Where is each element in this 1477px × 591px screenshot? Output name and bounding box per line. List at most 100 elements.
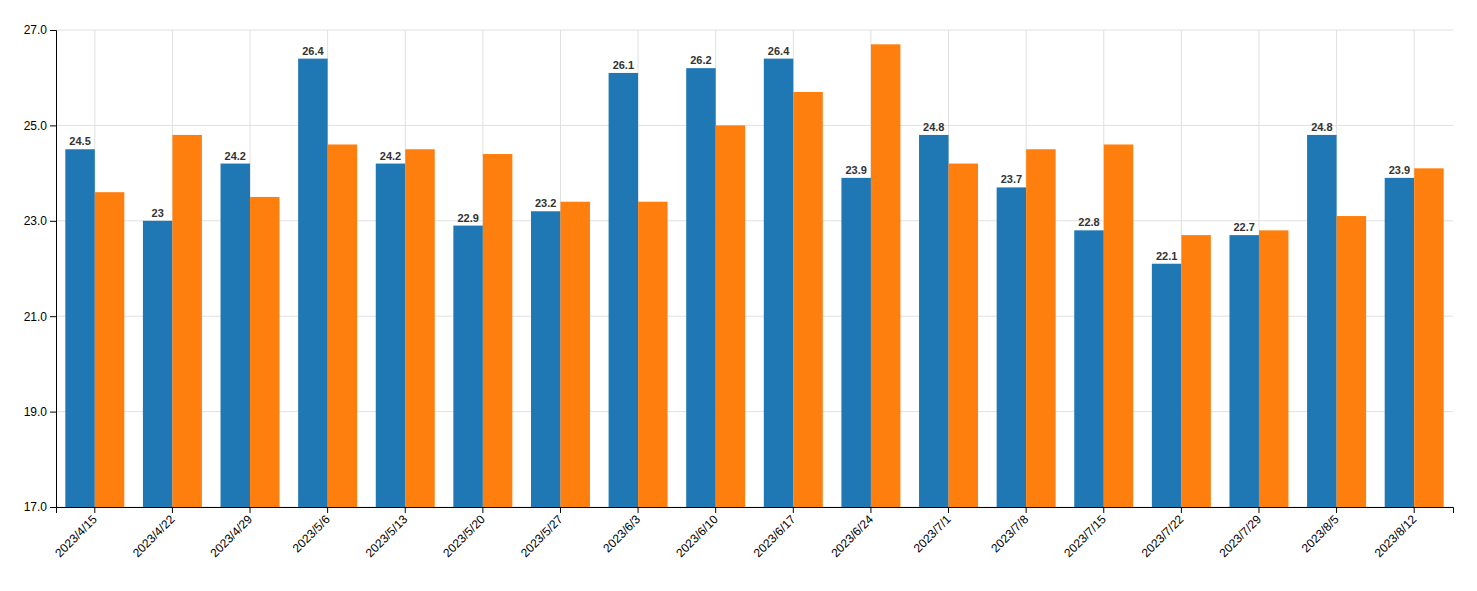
x-tick-label: 2023/6/24	[828, 512, 876, 560]
bar	[172, 135, 201, 507]
x-tick-label: 2023/4/29	[207, 512, 255, 560]
data-label: 24.8	[923, 121, 944, 133]
y-tick-label: 17.0	[24, 500, 48, 514]
y-tick-mark	[50, 30, 56, 31]
x-tick: 2023/4/15	[52, 507, 100, 560]
y-tick-label: 19.0	[24, 405, 48, 419]
data-label: 23	[152, 207, 164, 219]
x-tick-mark	[482, 507, 483, 513]
x-tick-mark	[715, 507, 716, 513]
bar	[483, 154, 512, 507]
y-grid-line	[56, 125, 1453, 126]
data-labels: 24.52324.226.424.222.923.226.126.226.423…	[69, 45, 1410, 262]
bar	[1074, 230, 1103, 507]
x-tick-mark	[948, 507, 949, 513]
bars	[65, 44, 1443, 507]
bar	[143, 221, 172, 507]
chart-container: 17.0 19.0 21.0 23.0 25.0 27.0 2023/4/15 2023/4/…	[0, 0, 1477, 591]
data-label: 24.5	[69, 135, 90, 147]
bar	[1414, 168, 1443, 507]
x-tick: 2023/7/29	[1216, 507, 1264, 560]
x-tick-label: 2023/4/22	[130, 512, 178, 560]
x-tick: 2023/4/22	[130, 507, 178, 560]
series-bars	[95, 44, 1444, 507]
data-label: 24.8	[1311, 121, 1332, 133]
chart-svg: 17.0 19.0 21.0 23.0 25.0 27.0 2023/4/15 2023/4/…	[0, 0, 1477, 591]
x-tick-mark	[250, 507, 251, 513]
series-bars	[65, 59, 1414, 507]
x-tick-label: 2023/7/22	[1139, 512, 1187, 560]
y-tick-label: 27.0	[24, 23, 48, 37]
bar	[221, 164, 250, 507]
x-tick-label: 2023/5/20	[440, 512, 488, 560]
x-tick: 2023/8/5	[1299, 507, 1342, 555]
bar	[560, 202, 589, 507]
x-tick: 2023/7/1	[911, 507, 954, 555]
bar	[1229, 235, 1258, 507]
x-tick: 2023/6/3	[600, 507, 643, 555]
y-tick-label: 25.0	[24, 119, 48, 133]
y-tick: 17.0	[24, 500, 56, 514]
y-tick: 25.0	[24, 119, 56, 133]
y-tick-mark	[50, 221, 56, 222]
x-tick-label: 2023/6/10	[673, 512, 721, 560]
x-tick-mark	[172, 507, 173, 513]
bar	[1152, 264, 1181, 507]
x-tick: 2023/7/22	[1139, 507, 1187, 560]
x-tick-mark	[1414, 507, 1415, 513]
x-tick: 2023/5/27	[518, 507, 566, 560]
x-tick-mark	[1026, 507, 1027, 513]
bar	[328, 144, 357, 507]
bar	[871, 44, 900, 507]
data-label: 26.1	[613, 59, 634, 71]
data-label: 26.4	[768, 45, 790, 57]
x-tick-label: 2023/6/17	[751, 512, 799, 560]
data-label: 22.9	[457, 212, 478, 224]
x-tick: 2023/5/6	[290, 507, 333, 555]
x-tick-mark	[1103, 507, 1104, 513]
x-tick: 2023/8/12	[1372, 507, 1420, 560]
bar	[250, 197, 279, 507]
x-tick-label: 2023/7/15	[1061, 512, 1109, 560]
x-tick-label: 2023/4/15	[52, 512, 100, 560]
x-tick-mark	[1181, 507, 1182, 513]
data-label: 22.7	[1234, 221, 1255, 233]
y-grid-line	[56, 30, 1453, 31]
bar	[95, 192, 124, 507]
data-label: 23.9	[845, 164, 866, 176]
y-tick: 23.0	[24, 214, 56, 228]
x-tick-mark	[793, 507, 794, 513]
y-tick-mark	[50, 125, 56, 126]
y-tick: 19.0	[24, 405, 56, 419]
x-tick: 2023/5/13	[363, 507, 411, 560]
x-tick-label: 2023/7/8	[988, 512, 1031, 555]
bar	[405, 149, 434, 507]
x-tick-label: 2023/5/27	[518, 512, 566, 560]
x-tick: 2023/7/15	[1061, 507, 1109, 560]
bar	[638, 202, 667, 507]
x-tick-mark	[94, 507, 95, 513]
y-tick-mark	[50, 507, 56, 508]
x-tick-label: 2023/7/1	[911, 512, 954, 555]
x-tick: 2023/7/8	[988, 507, 1031, 555]
data-label: 23.9	[1389, 164, 1410, 176]
y-tick: 21.0	[24, 310, 56, 324]
x-tick-label: 2023/7/29	[1216, 512, 1264, 560]
x-tick: 2023/6/24	[828, 507, 876, 560]
bar	[298, 59, 327, 507]
x-tick-label: 2023/5/13	[363, 512, 411, 560]
y-axis: 17.0 19.0 21.0 23.0 25.0 27.0	[24, 23, 57, 514]
x-tick-label: 2023/5/6	[290, 512, 333, 555]
x-axis-line	[57, 508, 1454, 514]
bar	[764, 59, 793, 507]
x-tick-label: 2023/8/12	[1372, 512, 1420, 560]
bar	[1181, 235, 1210, 507]
x-tick: 2023/5/20	[440, 507, 488, 560]
bar	[997, 187, 1026, 507]
data-label: 26.4	[302, 45, 324, 57]
bar	[609, 73, 638, 507]
data-label: 23.7	[1001, 173, 1022, 185]
x-tick-mark	[560, 507, 561, 513]
data-label: 22.1	[1156, 250, 1177, 262]
x-tick-label: 2023/6/3	[600, 512, 643, 555]
